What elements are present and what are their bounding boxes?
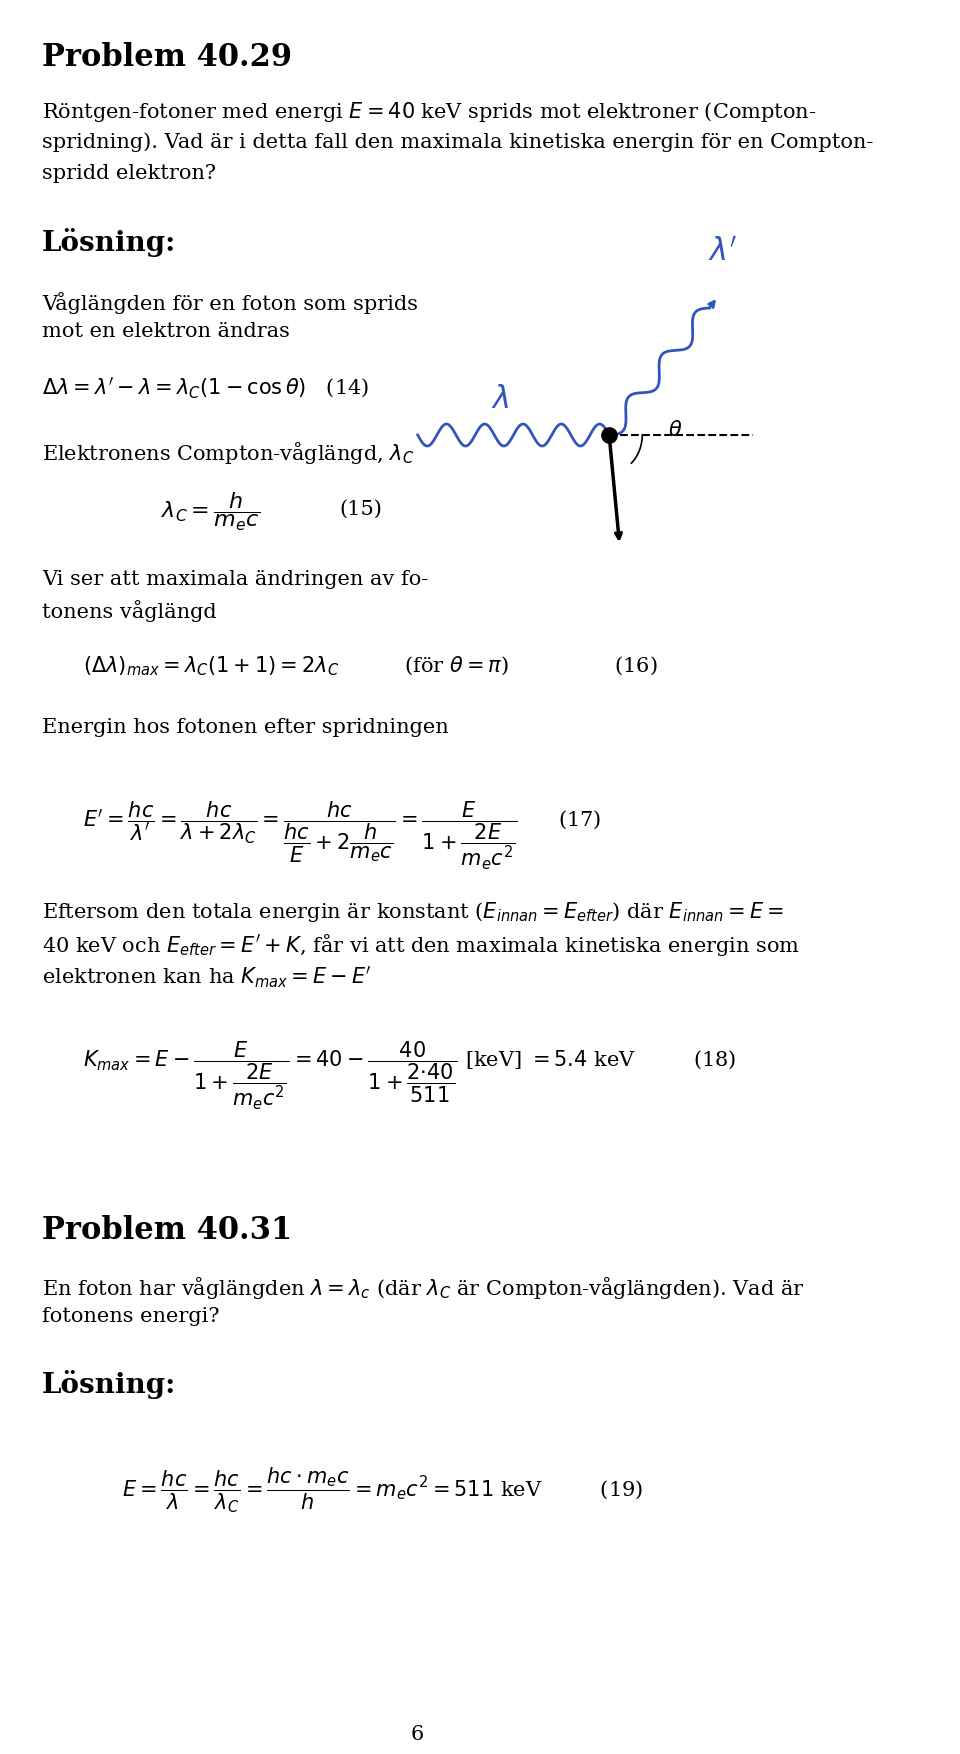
Text: mot en elektron ändras: mot en elektron ändras bbox=[42, 323, 290, 340]
Text: Eftersom den totala energin är konstant ($E_{innan} = E_{efter}$) där $E_{innan}: Eftersom den totala energin är konstant … bbox=[42, 900, 783, 924]
Text: Röntgen-fotoner med energi $E = 40$ keV sprids mot elektroner (Compton-: Röntgen-fotoner med energi $E = 40$ keV … bbox=[42, 100, 816, 125]
Text: Lösning:: Lösning: bbox=[42, 228, 176, 258]
Text: spridning). Vad är i detta fall den maximala kinetiska energin för en Compton-: spridning). Vad är i detta fall den maxi… bbox=[42, 132, 874, 151]
Text: $\lambda'$: $\lambda'$ bbox=[708, 237, 737, 268]
Text: $E = \dfrac{hc}{\lambda} = \dfrac{hc}{\lambda_C} = \dfrac{hc \cdot m_e c}{h} = m: $E = \dfrac{hc}{\lambda} = \dfrac{hc}{\l… bbox=[122, 1465, 643, 1515]
Text: Våglängden för en foton som sprids: Våglängden för en foton som sprids bbox=[42, 291, 418, 314]
Text: $E^{\prime} = \dfrac{hc}{\lambda^{\prime}} = \dfrac{hc}{\lambda + 2\lambda_C} = : $E^{\prime} = \dfrac{hc}{\lambda^{\prime… bbox=[83, 800, 601, 872]
Text: fotonens energi?: fotonens energi? bbox=[42, 1307, 219, 1326]
Text: $K_{max} = E - \dfrac{E}{1 + \dfrac{2E}{m_e c^2}} = 40 - \dfrac{40}{1 + \dfrac{2: $K_{max} = E - \dfrac{E}{1 + \dfrac{2E}{… bbox=[83, 1040, 736, 1112]
Text: Vi ser att maximala ändringen av fo-: Vi ser att maximala ändringen av fo- bbox=[42, 570, 428, 589]
Text: Problem 40.29: Problem 40.29 bbox=[42, 42, 292, 74]
Text: $\theta$: $\theta$ bbox=[668, 419, 683, 440]
Text: $\lambda_C = \dfrac{h}{m_e c}$: $\lambda_C = \dfrac{h}{m_e c}$ bbox=[161, 489, 260, 533]
Text: elektronen kan ha $K_{max} = E - E^{\prime}$: elektronen kan ha $K_{max} = E - E^{\pri… bbox=[42, 965, 372, 989]
Text: 6: 6 bbox=[411, 1724, 424, 1743]
Text: $\Delta\lambda = \lambda^{\prime} - \lambda = \lambda_C\left(1 - \cos\theta\righ: $\Delta\lambda = \lambda^{\prime} - \lam… bbox=[42, 375, 369, 402]
Text: (15): (15) bbox=[340, 500, 382, 519]
Text: tonens våglängd: tonens våglängd bbox=[42, 600, 216, 623]
Text: $\lambda$: $\lambda$ bbox=[492, 384, 510, 416]
Text: $\left(\Delta\lambda\right)_{max} = \lambda_C(1+1) = 2\lambda_C$          (för $: $\left(\Delta\lambda\right)_{max} = \lam… bbox=[83, 654, 658, 679]
Text: Energin hos fotonen efter spridningen: Energin hos fotonen efter spridningen bbox=[42, 717, 448, 737]
Text: Lösning:: Lösning: bbox=[42, 1370, 176, 1400]
Text: 40 keV och $E_{efter} = E^{\prime} + K$, får vi att den maximala kinetiska energ: 40 keV och $E_{efter} = E^{\prime} + K$,… bbox=[42, 931, 800, 958]
Text: spridd elektron?: spridd elektron? bbox=[42, 165, 216, 182]
Text: Problem 40.31: Problem 40.31 bbox=[42, 1216, 292, 1245]
Text: Elektronens Compton-våglängd, $\lambda_C$: Elektronens Compton-våglängd, $\lambda_C… bbox=[42, 440, 414, 467]
Text: En foton har våglängden $\lambda = \lambda_c$ (där $\lambda_C$ är Compton-våglän: En foton har våglängden $\lambda = \lamb… bbox=[42, 1275, 804, 1301]
